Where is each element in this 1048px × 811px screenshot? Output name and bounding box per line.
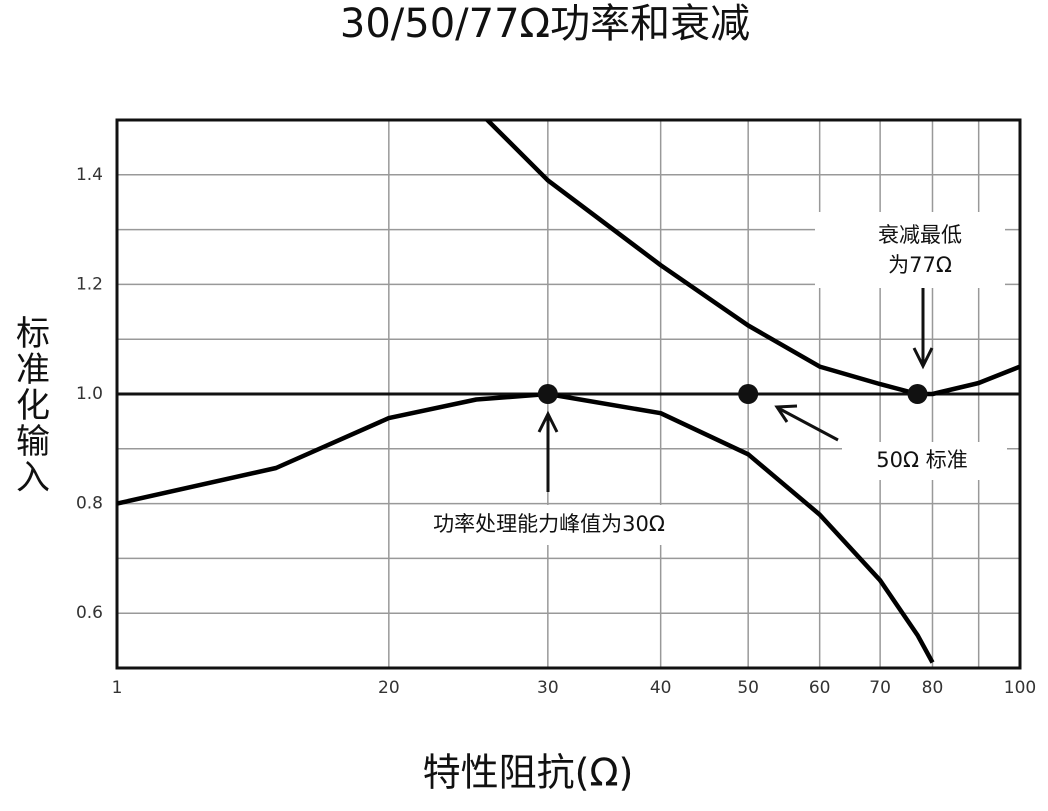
y-axis-label: 标准化输入 <box>10 315 50 495</box>
marker-point <box>537 384 558 404</box>
arrows <box>537 288 934 492</box>
annotation: 衰减最低 <box>878 223 962 247</box>
annotation-bg <box>392 505 707 545</box>
chart-title: 30/50/77Ω功率和衰减 <box>340 1 750 47</box>
x-tick-label: 1 <box>112 678 123 698</box>
x-tick-label: 100 <box>1004 678 1036 698</box>
x-axis-label: 特性阻抗(Ω) <box>423 751 634 795</box>
y-tick-label: 1.0 <box>76 384 103 404</box>
x-tick-label: 50 <box>737 678 759 698</box>
marker-point <box>738 384 759 404</box>
x-tick-label: 30 <box>537 678 559 698</box>
x-tick-label: 60 <box>809 678 831 698</box>
annotation: 为77Ω <box>888 253 952 277</box>
line-series <box>484 120 1020 397</box>
y-tick-label: 1.2 <box>76 274 103 294</box>
x-tick-label: 80 <box>922 678 944 698</box>
x-tick-label: 40 <box>650 678 672 698</box>
annotation: 功率处理能力峰值为30Ω <box>433 512 665 536</box>
y-tick-label: 0.6 <box>76 603 103 623</box>
annotation-bg <box>842 442 1007 480</box>
y-tick-label: 0.8 <box>76 494 103 514</box>
x-tick-label: 20 <box>378 678 400 698</box>
annotation: 50Ω 标准 <box>876 448 967 472</box>
y-tick-label: 1.4 <box>76 165 103 185</box>
line-series <box>117 391 935 664</box>
annotation-bg <box>815 212 1005 288</box>
marker-point <box>907 384 928 404</box>
x-tick-label: 70 <box>869 678 891 698</box>
